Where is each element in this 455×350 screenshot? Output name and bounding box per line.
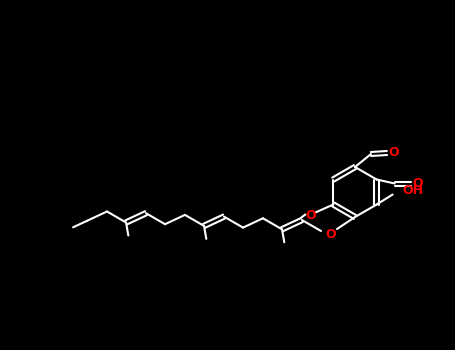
Text: O: O <box>389 147 399 160</box>
Text: O: O <box>326 228 336 240</box>
Text: O: O <box>412 177 423 190</box>
Text: O: O <box>305 209 316 222</box>
Text: OH: OH <box>403 184 424 197</box>
